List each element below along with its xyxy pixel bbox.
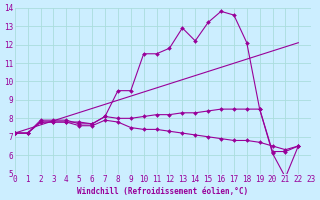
X-axis label: Windchill (Refroidissement éolien,°C): Windchill (Refroidissement éolien,°C) [77, 187, 249, 196]
